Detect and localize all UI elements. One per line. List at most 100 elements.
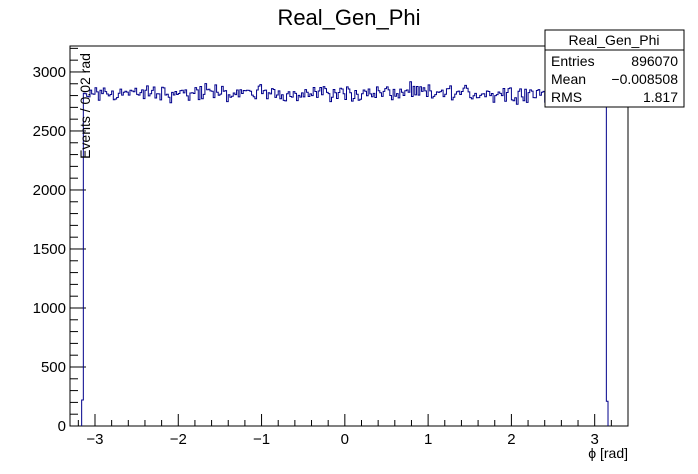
histogram-bin [252,95,254,426]
histogram-bin [365,91,367,426]
histogram-bin [257,90,259,426]
histogram-bin [575,89,577,426]
histogram-bin [373,93,375,426]
histogram-bin [478,98,480,426]
histogram-bin [456,92,458,426]
histogram-bin [538,90,540,426]
histogram-bin [353,98,355,426]
histogram-bin [520,89,522,426]
histogram-bin [591,88,593,426]
histogram-bin [603,93,605,426]
histogram-bin [243,90,245,426]
histogram-bin [145,90,147,426]
y-tick-label: 0 [58,418,66,435]
histogram-bin [516,104,518,426]
histogram-bin [480,95,482,426]
histogram-bin [586,95,588,426]
histogram-bin [152,90,154,426]
histogram-bin [207,90,209,426]
histogram-bin [496,95,498,426]
histogram-bin [408,92,410,426]
histogram-bin [103,88,105,426]
histogram-bin [173,95,175,426]
histogram-bin [350,93,352,426]
histogram-bin [510,88,512,426]
histogram-bin [531,91,533,426]
histogram-bin [481,94,483,426]
histogram-bin [232,96,234,426]
histogram-bin [265,90,267,426]
histogram-bin [340,88,342,426]
histogram-bin [580,83,582,426]
histogram-bin [313,87,315,426]
histogram-bin [195,88,197,426]
histogram-bin [490,96,492,426]
x-tick-label: 2 [507,431,515,448]
histogram-bin [581,85,583,426]
histogram-bin [297,101,299,426]
histogram-bin [288,92,290,426]
histogram-bin [381,96,383,426]
histogram-bin [247,90,249,426]
histogram-bin [486,91,488,426]
histogram-bin [573,98,575,426]
histogram-bin [596,97,598,426]
histogram-bin [225,91,227,426]
histogram-bin [200,86,202,426]
x-tick-label: −3 [86,431,103,448]
histogram-bin [566,102,568,426]
histogram-bin [558,92,560,426]
histogram-bin [436,92,438,426]
histogram-bin [443,97,445,426]
histogram-bin [235,95,237,426]
histogram-bin [548,89,550,426]
histogram-bin [210,91,212,426]
histogram-bin [578,95,580,426]
histogram-bin [165,95,167,426]
histogram-bin [240,90,242,426]
histogram-bin [473,96,475,426]
histogram-bin [560,101,562,426]
histogram-bin [162,87,164,426]
histogram-bin [521,97,523,426]
histogram-bin [262,94,264,426]
histogram-bin [275,97,277,426]
histogram-bin [220,94,222,426]
x-tick-label: −2 [170,431,187,448]
histogram-bin [536,91,538,426]
histogram-bin [323,87,325,426]
y-tick-label: 3000 [33,64,66,81]
histogram-bin [426,97,428,426]
histogram-bin [183,93,185,426]
histogram-bin [310,94,312,426]
histogram-bin [107,94,109,426]
histogram-bin [440,92,442,426]
stats-mean-value: −0.008508 [611,71,678,87]
chart-title: Real_Gen_Phi [277,5,420,30]
histogram-bin [330,102,332,426]
histogram-bin [435,95,437,426]
histogram-bin [508,89,510,426]
histogram-bin [485,97,487,426]
y-tick-label: 500 [41,359,66,376]
histogram-bin [263,91,265,426]
histogram-bin [550,96,552,426]
histogram-bin [351,101,353,426]
stats-box-border [544,29,685,108]
histogram-bin [425,91,427,426]
histogram-bin [593,94,595,426]
histogram-bin [388,90,390,426]
histogram-bin [590,90,592,426]
histogram-bin [333,89,335,426]
histogram-bin [277,95,279,426]
histogram-bin [158,94,160,426]
histogram-bin [213,98,215,426]
histogram-bin [476,98,478,426]
histogram-bin [177,95,179,426]
histogram-bin [255,99,257,426]
y-tick-label: 1500 [33,241,66,258]
histogram-bin [292,97,294,426]
histogram-bin [471,99,473,426]
histogram-bin [518,91,520,426]
histogram-bin [155,98,157,426]
